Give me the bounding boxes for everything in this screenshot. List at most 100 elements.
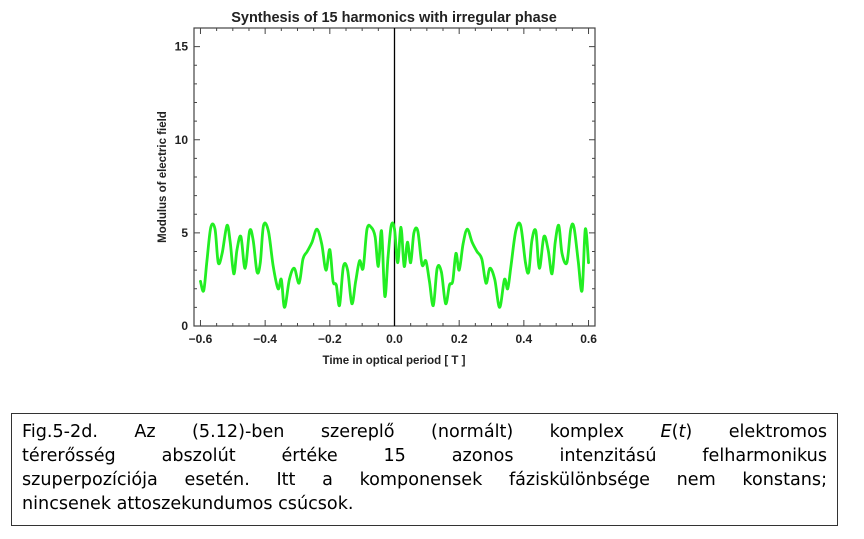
y-tick-label: 15 xyxy=(175,40,189,54)
x-tick-label: 0.6 xyxy=(580,332,597,346)
x-tick-label: 0.2 xyxy=(451,332,468,346)
data-point xyxy=(580,289,584,292)
caption-line-2: térerősség abszolút értéke 15 azonos int… xyxy=(22,446,827,466)
data-point xyxy=(440,270,443,274)
data-point xyxy=(239,235,243,238)
data-point xyxy=(493,278,496,281)
data-point xyxy=(331,280,335,283)
data-point xyxy=(350,302,354,305)
data-point xyxy=(243,267,247,270)
data-point xyxy=(546,248,550,251)
y-tick-label: 0 xyxy=(181,319,188,333)
data-point xyxy=(519,224,522,227)
data-point xyxy=(554,240,557,244)
data-point xyxy=(267,229,270,233)
data-point xyxy=(320,242,323,246)
data-point xyxy=(393,227,396,231)
data-point xyxy=(480,257,484,261)
data-point xyxy=(342,265,345,268)
y-axis-label: Modulus of electric field xyxy=(157,111,169,243)
data-point xyxy=(560,252,564,255)
data-point xyxy=(390,224,393,227)
data-point xyxy=(229,240,232,244)
data-point xyxy=(354,280,357,283)
data-point xyxy=(399,226,403,229)
data-point xyxy=(251,239,255,242)
data-point xyxy=(538,267,541,270)
data-point xyxy=(335,283,338,287)
data-point xyxy=(454,252,458,255)
data-point xyxy=(514,229,517,233)
caption-text: Fig.5-2d. Az (5.12)-ben szereplő (normál… xyxy=(22,422,661,442)
data-point xyxy=(484,281,488,285)
y-tick-label: 10 xyxy=(175,133,189,147)
data-point xyxy=(488,267,492,270)
caption-paren-open: ( xyxy=(671,422,679,442)
series-points xyxy=(199,224,590,309)
data-point xyxy=(396,261,399,264)
data-point xyxy=(297,281,301,285)
data-point xyxy=(248,229,251,233)
caption-text: elektromos xyxy=(692,422,828,442)
data-point xyxy=(324,268,328,272)
data-point xyxy=(232,272,235,276)
data-point xyxy=(217,261,220,264)
data-point xyxy=(235,248,239,251)
data-point xyxy=(346,268,349,272)
data-point xyxy=(412,231,416,235)
data-point xyxy=(225,224,229,227)
data-point xyxy=(209,226,213,229)
data-point xyxy=(506,287,509,290)
data-point xyxy=(310,240,314,244)
y-tick-label: 5 xyxy=(181,226,188,240)
y-axis: 0 5 10 15 xyxy=(175,27,595,333)
caption-line-1: Fig.5-2d. Az (5.12)-ben szereplő (normál… xyxy=(22,420,827,444)
data-point xyxy=(576,259,580,263)
data-point xyxy=(220,252,224,255)
data-point xyxy=(475,250,479,253)
data-point xyxy=(315,227,319,231)
data-point xyxy=(509,265,513,268)
data-point xyxy=(403,265,406,268)
data-point xyxy=(466,227,469,231)
data-point xyxy=(373,235,377,238)
data-point xyxy=(293,267,296,270)
x-axis-label: Time in optical period [ T ] xyxy=(323,355,466,367)
data-point xyxy=(565,261,569,264)
data-point xyxy=(338,304,341,307)
data-point xyxy=(416,229,419,233)
data-point xyxy=(444,302,447,305)
data-point xyxy=(457,268,461,272)
caption-italic-t: t xyxy=(678,422,686,442)
chart: Synthesis of 15 harmonics with irregular… xyxy=(157,10,597,367)
data-point xyxy=(262,224,265,227)
caption-italic-e: E xyxy=(660,422,672,442)
figure-caption: Fig.5-2d. Az (5.12)-ben szereplő (normál… xyxy=(11,413,838,526)
data-point xyxy=(527,270,530,274)
data-point xyxy=(569,227,572,231)
data-point xyxy=(283,306,286,309)
x-tick-label: −0.6 xyxy=(189,332,213,346)
data-point xyxy=(383,295,386,298)
data-point xyxy=(365,227,369,231)
caption-paren-close: ) xyxy=(685,422,693,442)
data-point xyxy=(409,261,412,264)
data-point xyxy=(424,259,428,263)
data-point xyxy=(328,248,332,251)
data-point xyxy=(534,229,538,233)
data-point xyxy=(305,250,309,253)
data-point xyxy=(255,270,259,274)
data-point xyxy=(377,265,380,268)
data-point xyxy=(550,272,554,276)
data-point xyxy=(557,224,560,227)
data-point xyxy=(272,265,275,268)
data-point xyxy=(503,278,506,281)
data-point xyxy=(380,229,383,233)
data-point xyxy=(524,261,527,264)
data-point xyxy=(432,304,435,307)
data-point xyxy=(498,306,501,309)
data-point xyxy=(202,289,205,292)
data-point xyxy=(572,226,576,229)
data-point xyxy=(420,263,424,266)
data-point xyxy=(386,255,390,259)
